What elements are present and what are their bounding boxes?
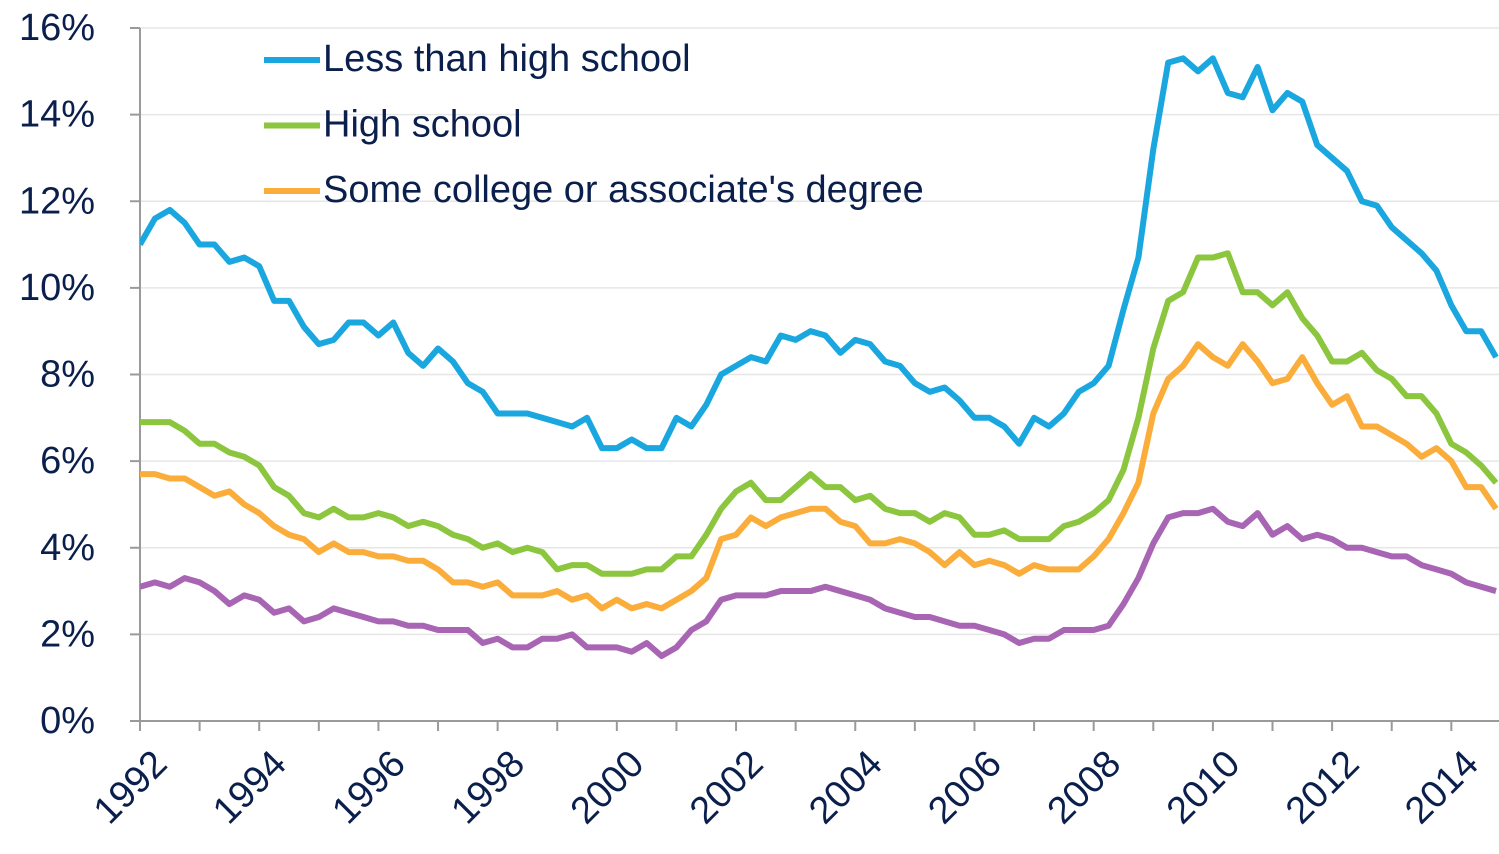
legend-label: High school xyxy=(323,104,522,146)
y-tick-label: 14% xyxy=(19,94,95,136)
x-tick-label: 1994 xyxy=(205,743,294,832)
x-tick-label: 2006 xyxy=(920,743,1009,832)
x-tick-label: 1996 xyxy=(324,743,413,832)
x-tick-label: 1992 xyxy=(86,743,175,832)
x-tick-label: 2004 xyxy=(801,743,890,832)
y-tick-label: 8% xyxy=(40,354,95,396)
y-tick-label: 16% xyxy=(19,7,95,49)
legend-label: Less than high school xyxy=(323,38,691,80)
y-tick-label: 10% xyxy=(19,267,95,309)
plot-area xyxy=(140,55,1499,660)
x-tick-label: 2008 xyxy=(1040,743,1129,832)
x-tick-label: 2002 xyxy=(682,743,771,832)
y-tick-label: 4% xyxy=(40,527,95,569)
x-tick-label: 2014 xyxy=(1397,743,1486,832)
x-tick-label: 1998 xyxy=(444,743,533,832)
y-tick-label: 0% xyxy=(40,700,95,742)
series-line xyxy=(140,341,1499,612)
series-line xyxy=(140,250,1499,577)
series-line xyxy=(140,55,1499,452)
y-tick-label: 12% xyxy=(19,180,95,222)
y-tick-label: 2% xyxy=(40,613,95,655)
y-tick-label: 6% xyxy=(40,440,95,482)
x-tick-label: 2010 xyxy=(1159,743,1248,832)
x-tick-label: 2012 xyxy=(1278,743,1367,832)
x-tick-label: 2000 xyxy=(563,743,652,832)
series-line xyxy=(140,505,1497,660)
legend-label: Some college or associate's degree xyxy=(323,169,924,211)
